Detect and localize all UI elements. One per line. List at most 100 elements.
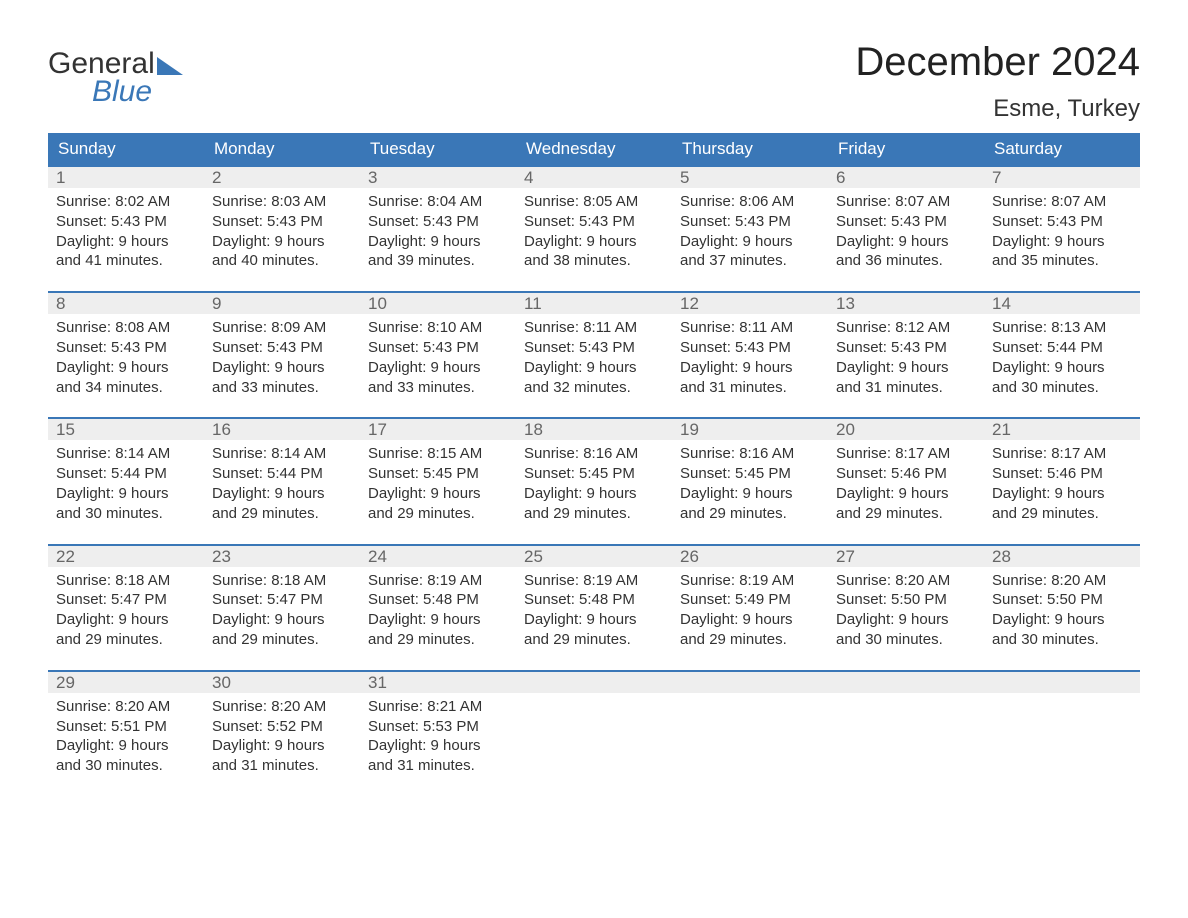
day-number: 22 [48,546,204,567]
daylight-line: Daylight: 9 hours [680,484,820,504]
day-body: Sunrise: 8:20 AMSunset: 5:51 PMDaylight:… [48,693,204,782]
day-cell: 31Sunrise: 8:21 AMSunset: 5:53 PMDayligh… [360,672,516,782]
sunrise-line: Sunrise: 8:17 AM [992,444,1132,464]
week-row: 1Sunrise: 8:02 AMSunset: 5:43 PMDaylight… [48,165,1140,277]
sunrise-line: Sunrise: 8:19 AM [680,571,820,591]
daylight-line: and 37 minutes. [680,251,820,271]
day-body: Sunrise: 8:16 AMSunset: 5:45 PMDaylight:… [516,440,672,529]
sunset-line: Sunset: 5:46 PM [992,464,1132,484]
daylight-line: and 29 minutes. [680,630,820,650]
day-number: 20 [828,419,984,440]
daylight-line: Daylight: 9 hours [524,232,664,252]
day-number [984,672,1140,693]
day-body: Sunrise: 8:02 AMSunset: 5:43 PMDaylight:… [48,188,204,277]
day-body: Sunrise: 8:19 AMSunset: 5:48 PMDaylight:… [516,567,672,656]
sunset-line: Sunset: 5:44 PM [992,338,1132,358]
daylight-line: Daylight: 9 hours [836,358,976,378]
sunset-line: Sunset: 5:45 PM [680,464,820,484]
sunset-line: Sunset: 5:50 PM [992,590,1132,610]
day-cell [828,672,984,782]
sunrise-line: Sunrise: 8:08 AM [56,318,196,338]
daylight-line: and 38 minutes. [524,251,664,271]
day-cell: 21Sunrise: 8:17 AMSunset: 5:46 PMDayligh… [984,419,1140,529]
daylight-line: and 30 minutes. [992,630,1132,650]
dow-cell: Tuesday [360,133,516,165]
day-cell: 16Sunrise: 8:14 AMSunset: 5:44 PMDayligh… [204,419,360,529]
sunset-line: Sunset: 5:45 PM [524,464,664,484]
day-cell [516,672,672,782]
dow-cell: Sunday [48,133,204,165]
daylight-line: Daylight: 9 hours [992,610,1132,630]
dow-cell: Wednesday [516,133,672,165]
sunset-line: Sunset: 5:43 PM [56,338,196,358]
daylight-line: and 29 minutes. [212,504,352,524]
sunset-line: Sunset: 5:43 PM [992,212,1132,232]
sunset-line: Sunset: 5:43 PM [836,338,976,358]
day-body: Sunrise: 8:03 AMSunset: 5:43 PMDaylight:… [204,188,360,277]
sunrise-line: Sunrise: 8:18 AM [212,571,352,591]
day-cell: 26Sunrise: 8:19 AMSunset: 5:49 PMDayligh… [672,546,828,656]
logo-triangle-icon [157,57,183,75]
day-cell: 5Sunrise: 8:06 AMSunset: 5:43 PMDaylight… [672,167,828,277]
sunset-line: Sunset: 5:43 PM [524,212,664,232]
daylight-line: Daylight: 9 hours [212,610,352,630]
sunrise-line: Sunrise: 8:13 AM [992,318,1132,338]
sunset-line: Sunset: 5:49 PM [680,590,820,610]
day-cell: 2Sunrise: 8:03 AMSunset: 5:43 PMDaylight… [204,167,360,277]
daylight-line: and 40 minutes. [212,251,352,271]
sunrise-line: Sunrise: 8:21 AM [368,697,508,717]
day-number: 31 [360,672,516,693]
day-body: Sunrise: 8:06 AMSunset: 5:43 PMDaylight:… [672,188,828,277]
daylight-line: Daylight: 9 hours [680,358,820,378]
sunrise-line: Sunrise: 8:14 AM [212,444,352,464]
day-body: Sunrise: 8:14 AMSunset: 5:44 PMDaylight:… [204,440,360,529]
location-label: Esme, Turkey [855,95,1140,123]
daylight-line: and 29 minutes. [212,630,352,650]
sunrise-line: Sunrise: 8:07 AM [836,192,976,212]
day-body: Sunrise: 8:20 AMSunset: 5:50 PMDaylight:… [828,567,984,656]
day-cell: 25Sunrise: 8:19 AMSunset: 5:48 PMDayligh… [516,546,672,656]
day-body: Sunrise: 8:18 AMSunset: 5:47 PMDaylight:… [48,567,204,656]
sunset-line: Sunset: 5:43 PM [524,338,664,358]
day-body: Sunrise: 8:19 AMSunset: 5:49 PMDaylight:… [672,567,828,656]
sunset-line: Sunset: 5:48 PM [368,590,508,610]
daylight-line: Daylight: 9 hours [680,232,820,252]
sunset-line: Sunset: 5:46 PM [836,464,976,484]
sunrise-line: Sunrise: 8:19 AM [368,571,508,591]
day-number [672,672,828,693]
sunrise-line: Sunrise: 8:16 AM [524,444,664,464]
day-body: Sunrise: 8:12 AMSunset: 5:43 PMDaylight:… [828,314,984,403]
sunset-line: Sunset: 5:50 PM [836,590,976,610]
day-cell: 15Sunrise: 8:14 AMSunset: 5:44 PMDayligh… [48,419,204,529]
daylight-line: and 33 minutes. [368,378,508,398]
day-number: 10 [360,293,516,314]
daylight-line: Daylight: 9 hours [368,736,508,756]
day-body: Sunrise: 8:11 AMSunset: 5:43 PMDaylight:… [672,314,828,403]
day-cell: 11Sunrise: 8:11 AMSunset: 5:43 PMDayligh… [516,293,672,403]
sunrise-line: Sunrise: 8:19 AM [524,571,664,591]
sunrise-line: Sunrise: 8:11 AM [680,318,820,338]
daylight-line: Daylight: 9 hours [992,232,1132,252]
sunrise-line: Sunrise: 8:11 AM [524,318,664,338]
week-row: 29Sunrise: 8:20 AMSunset: 5:51 PMDayligh… [48,670,1140,782]
day-body: Sunrise: 8:21 AMSunset: 5:53 PMDaylight:… [360,693,516,782]
day-body: Sunrise: 8:17 AMSunset: 5:46 PMDaylight:… [828,440,984,529]
day-number [516,672,672,693]
day-cell: 19Sunrise: 8:16 AMSunset: 5:45 PMDayligh… [672,419,828,529]
day-cell: 4Sunrise: 8:05 AMSunset: 5:43 PMDaylight… [516,167,672,277]
day-cell: 18Sunrise: 8:16 AMSunset: 5:45 PMDayligh… [516,419,672,529]
day-number: 28 [984,546,1140,567]
daylight-line: and 29 minutes. [524,504,664,524]
day-body: Sunrise: 8:20 AMSunset: 5:52 PMDaylight:… [204,693,360,782]
day-body: Sunrise: 8:10 AMSunset: 5:43 PMDaylight:… [360,314,516,403]
day-body: Sunrise: 8:08 AMSunset: 5:43 PMDaylight:… [48,314,204,403]
day-body: Sunrise: 8:14 AMSunset: 5:44 PMDaylight:… [48,440,204,529]
day-body: Sunrise: 8:20 AMSunset: 5:50 PMDaylight:… [984,567,1140,656]
day-number: 11 [516,293,672,314]
day-cell: 20Sunrise: 8:17 AMSunset: 5:46 PMDayligh… [828,419,984,529]
day-number: 3 [360,167,516,188]
daylight-line: and 29 minutes. [680,504,820,524]
daylight-line: Daylight: 9 hours [524,610,664,630]
header: General Blue December 2024 Esme, Turkey [48,40,1140,123]
day-number: 9 [204,293,360,314]
